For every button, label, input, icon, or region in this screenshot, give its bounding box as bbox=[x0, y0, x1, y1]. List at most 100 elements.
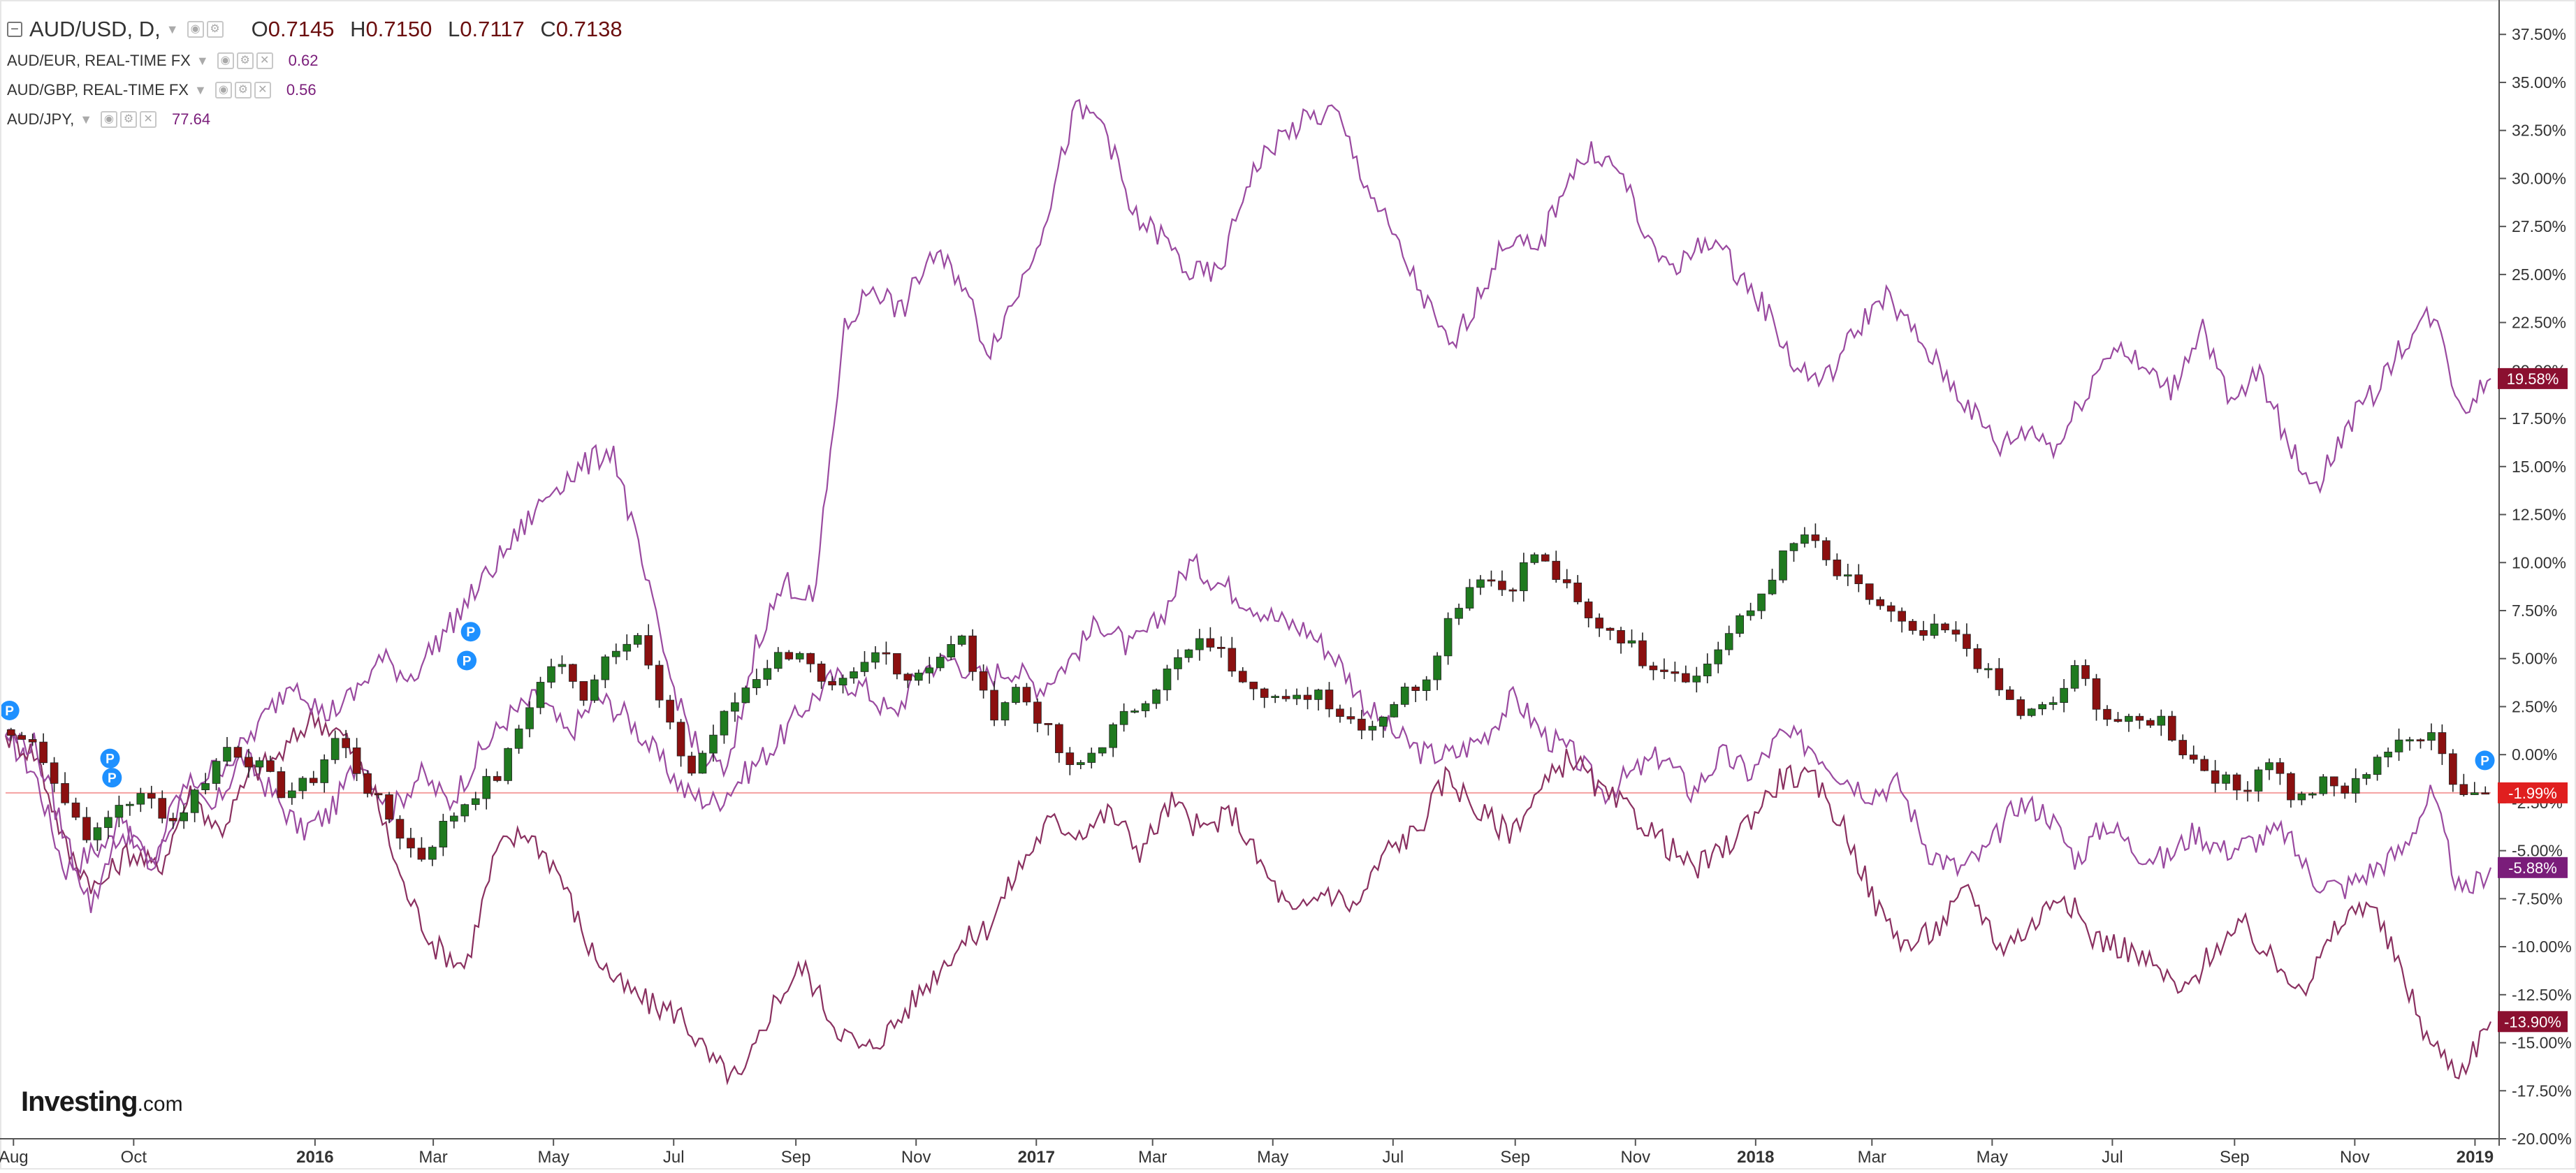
comparison-value: 0.62 bbox=[288, 52, 319, 69]
candle-body bbox=[1746, 610, 1755, 616]
candle-body bbox=[2125, 715, 2133, 722]
event-marker[interactable]: P bbox=[102, 768, 122, 788]
main-symbol[interactable]: AUD/USD, D, bbox=[29, 17, 161, 41]
candle-body bbox=[363, 773, 372, 794]
candle-body bbox=[493, 775, 502, 781]
candle-body bbox=[2449, 753, 2457, 785]
candle-body bbox=[1606, 627, 1615, 631]
eye-icon[interactable]: ◉ bbox=[187, 21, 204, 38]
eye-icon[interactable]: ◉ bbox=[214, 82, 232, 99]
candle-body bbox=[1541, 554, 1550, 562]
event-marker[interactable]: P bbox=[100, 748, 120, 768]
y-tick-label: 30.00% bbox=[2512, 169, 2566, 187]
close-icon[interactable]: ✕ bbox=[256, 52, 273, 69]
candle-body bbox=[330, 738, 340, 760]
candle-body bbox=[623, 643, 632, 652]
comparison-value: 77.64 bbox=[172, 110, 211, 128]
collapse-icon[interactable]: − bbox=[7, 22, 22, 37]
candle-body bbox=[1141, 703, 1150, 711]
chevron-down-icon[interactable]: ▼ bbox=[166, 22, 179, 36]
candle-body bbox=[1617, 629, 1625, 643]
event-marker[interactable]: P bbox=[460, 622, 481, 642]
candle-body bbox=[1271, 696, 1279, 698]
candle-body bbox=[1854, 574, 1863, 585]
candle-body bbox=[2178, 740, 2188, 756]
candle-body bbox=[1703, 663, 1712, 676]
gear-icon[interactable]: ⚙ bbox=[120, 111, 138, 128]
open-key: O bbox=[251, 17, 268, 41]
candle-body bbox=[1876, 599, 1885, 606]
candle-body bbox=[655, 664, 664, 701]
candle-body bbox=[893, 653, 901, 675]
comparison-label[interactable]: AUD/GBP, REAL-TIME FX bbox=[7, 81, 189, 99]
candle-body bbox=[1682, 673, 1690, 683]
y-tick-label: 0.00% bbox=[2512, 745, 2557, 764]
marker-label: P bbox=[466, 625, 475, 640]
candle-body bbox=[190, 789, 199, 813]
y-tick-label: -12.50% bbox=[2512, 986, 2572, 1004]
candle-body bbox=[342, 738, 350, 748]
candle-body bbox=[773, 652, 783, 669]
y-tick-label: 17.50% bbox=[2512, 409, 2566, 428]
candle-body bbox=[1573, 582, 1582, 602]
comparison-label[interactable]: AUD/JPY, bbox=[7, 110, 75, 128]
candle-body bbox=[925, 667, 934, 673]
last-value-text: 19.58% bbox=[2507, 370, 2559, 388]
close-icon[interactable]: ✕ bbox=[140, 111, 157, 128]
candle-body bbox=[525, 707, 534, 729]
comparison-label[interactable]: AUD/EUR, REAL-TIME FX bbox=[7, 52, 191, 69]
candle-body bbox=[201, 783, 210, 790]
candle-body bbox=[1076, 762, 1085, 765]
x-tick-label: Aug bbox=[0, 1148, 29, 1167]
candle-body bbox=[1865, 583, 1874, 600]
candle-body bbox=[223, 747, 231, 762]
event-marker[interactable]: P bbox=[2475, 750, 2495, 771]
candle-body bbox=[460, 804, 470, 817]
close-icon[interactable]: ✕ bbox=[254, 82, 271, 99]
candle-body bbox=[1098, 747, 1107, 754]
candle-body bbox=[168, 817, 177, 822]
candle-body bbox=[1476, 579, 1485, 588]
candle-body bbox=[2103, 708, 2111, 720]
candle-body bbox=[1963, 634, 1971, 649]
candle-body bbox=[180, 812, 188, 822]
eye-icon[interactable]: ◉ bbox=[217, 52, 234, 69]
eye-icon[interactable]: ◉ bbox=[101, 111, 118, 128]
marker-dot bbox=[2475, 750, 2495, 771]
candle-body bbox=[611, 650, 620, 657]
candle-body bbox=[2189, 755, 2198, 760]
candle-body bbox=[1033, 701, 1042, 724]
gear-icon[interactable]: ⚙ bbox=[236, 52, 254, 69]
last-value-text: -1.99% bbox=[2508, 785, 2557, 802]
candle-body bbox=[882, 652, 891, 655]
gear-icon[interactable]: ⚙ bbox=[234, 82, 252, 99]
x-tick-label: Oct bbox=[121, 1148, 147, 1167]
candle-body bbox=[2254, 769, 2263, 792]
chevron-down-icon[interactable]: ▼ bbox=[196, 53, 209, 68]
candle-body bbox=[817, 663, 826, 682]
candle-body bbox=[676, 722, 685, 757]
candle-body bbox=[1390, 704, 1399, 717]
event-marker[interactable]: P bbox=[457, 650, 477, 671]
candle-body bbox=[2135, 715, 2144, 721]
x-tick-label: Nov bbox=[2340, 1148, 2370, 1167]
candle-body bbox=[731, 702, 739, 712]
chevron-down-icon[interactable]: ▼ bbox=[80, 112, 93, 126]
candle-body bbox=[2319, 776, 2328, 794]
chevron-down-icon[interactable]: ▼ bbox=[194, 82, 207, 97]
candle-body bbox=[1724, 633, 1733, 650]
candle-body bbox=[1184, 649, 1193, 658]
candle-body bbox=[2027, 708, 2036, 716]
legend-main-row: − AUD/USD, D, ▼ ◉ ⚙ O0.7145 H0.7150 L0.7… bbox=[7, 13, 623, 46]
event-marker[interactable]: P bbox=[0, 700, 20, 720]
candle-body bbox=[407, 838, 415, 849]
marker-dot bbox=[0, 700, 20, 720]
gear-icon[interactable]: ⚙ bbox=[206, 21, 224, 38]
comparison-lines bbox=[4, 99, 2492, 1086]
last-value-text: -5.88% bbox=[2508, 859, 2557, 877]
candle-body bbox=[698, 752, 707, 774]
